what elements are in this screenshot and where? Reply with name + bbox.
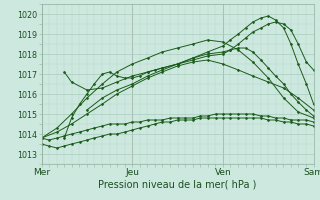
X-axis label: Pression niveau de la mer( hPa ): Pression niveau de la mer( hPa ) (99, 180, 257, 190)
